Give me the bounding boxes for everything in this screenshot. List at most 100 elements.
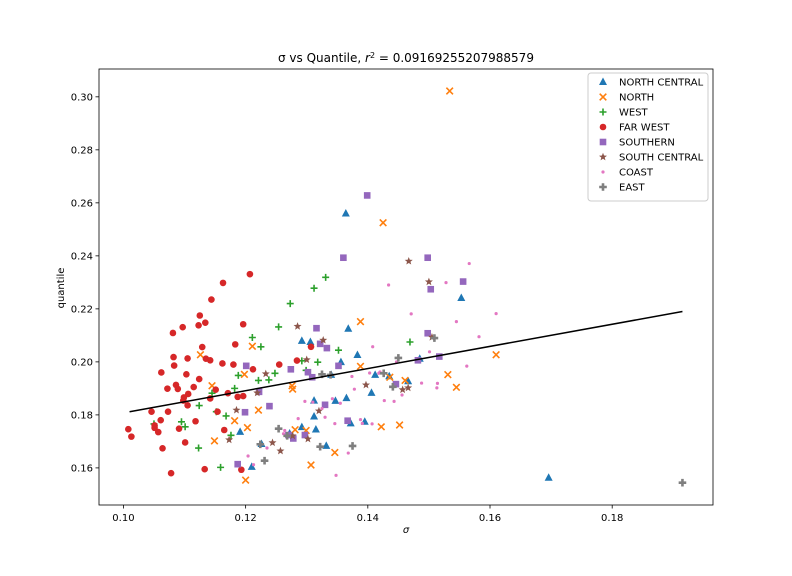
data-point xyxy=(319,335,328,344)
data-point xyxy=(394,354,403,362)
data-point xyxy=(196,312,204,319)
data-point xyxy=(222,412,230,420)
axes-frame xyxy=(98,68,714,506)
data-point xyxy=(201,465,208,473)
data-point xyxy=(230,416,239,425)
data-point xyxy=(288,431,297,440)
data-point xyxy=(424,254,431,262)
data-point xyxy=(430,334,439,342)
data-point xyxy=(356,317,365,326)
data-point xyxy=(454,319,459,324)
data-point xyxy=(231,384,239,392)
legend-entry: WEST xyxy=(619,108,649,119)
data-point xyxy=(404,383,413,392)
data-point xyxy=(297,336,306,344)
data-point xyxy=(219,360,226,367)
data-point xyxy=(311,400,315,404)
data-point xyxy=(249,365,257,373)
y-tick-label: 0.22 xyxy=(71,304,93,315)
data-point xyxy=(452,383,461,392)
legend-entry: NORTH xyxy=(619,93,654,104)
data-point xyxy=(370,422,374,426)
data-point xyxy=(275,323,283,331)
data-point xyxy=(401,376,409,385)
data-point xyxy=(247,462,256,470)
data-point xyxy=(371,370,380,378)
data-point xyxy=(334,346,342,354)
data-point xyxy=(419,381,424,385)
data-point xyxy=(257,343,265,351)
data-point xyxy=(287,365,295,373)
data-point xyxy=(170,362,178,369)
data-point xyxy=(303,399,307,403)
data-point xyxy=(195,321,202,329)
data-point xyxy=(352,387,356,391)
data-point xyxy=(304,368,312,376)
data-point xyxy=(291,425,299,434)
data-point xyxy=(302,355,311,364)
data-point xyxy=(310,284,318,292)
legend-marker xyxy=(601,170,605,174)
data-point xyxy=(234,393,241,401)
data-point xyxy=(208,296,215,303)
data-point xyxy=(404,256,413,265)
data-point xyxy=(225,435,234,444)
data-point xyxy=(212,386,219,394)
legend: NORTH CENTRAL NORTH WEST FAR WEST SOUTHERN SO… xyxy=(587,72,709,202)
data-point xyxy=(246,270,254,278)
data-point xyxy=(268,438,277,447)
data-point xyxy=(301,431,309,439)
data-point xyxy=(260,456,269,465)
data-point xyxy=(241,476,250,484)
legend-entry: FAR WEST xyxy=(619,123,670,134)
data-point xyxy=(246,454,250,458)
data-point xyxy=(350,374,354,379)
legend-entry: SOUTHERN xyxy=(619,138,675,149)
series-far-west xyxy=(125,270,315,477)
data-point xyxy=(307,461,315,469)
legend-marker xyxy=(599,152,607,161)
legend-marker xyxy=(599,77,607,85)
data-point xyxy=(242,362,250,370)
data-point xyxy=(230,361,237,368)
data-point xyxy=(261,369,270,378)
data-point xyxy=(210,436,219,445)
data-point xyxy=(356,362,365,371)
data-point xyxy=(234,371,242,379)
data-point xyxy=(363,192,371,199)
data-point xyxy=(494,312,498,316)
data-point xyxy=(314,358,322,366)
data-point xyxy=(457,293,466,301)
data-point xyxy=(307,343,315,351)
data-point xyxy=(467,261,471,266)
data-point xyxy=(406,338,414,346)
data-point xyxy=(459,278,467,285)
data-point xyxy=(443,370,452,379)
data-point xyxy=(341,208,350,217)
data-point xyxy=(386,283,391,287)
y-tick-label: 0.30 xyxy=(71,92,93,103)
data-point xyxy=(678,478,687,487)
data-point xyxy=(190,383,197,391)
data-point xyxy=(175,425,183,432)
x-tick-label: 0.12 xyxy=(234,513,256,524)
data-point xyxy=(346,451,350,455)
data-point xyxy=(196,350,205,359)
legend-entry: SOUTH CENTRAL xyxy=(619,153,704,164)
data-point xyxy=(236,427,245,435)
data-point xyxy=(227,431,235,439)
data-point xyxy=(293,357,301,364)
data-point xyxy=(220,426,228,434)
data-point xyxy=(344,324,353,332)
legend-entry: COAST xyxy=(619,168,654,179)
data-point xyxy=(330,448,339,457)
data-point xyxy=(125,425,132,433)
data-point xyxy=(409,312,413,316)
data-point xyxy=(232,405,241,414)
data-point xyxy=(239,392,247,400)
data-point xyxy=(243,423,252,432)
series-north xyxy=(196,87,500,484)
data-point xyxy=(283,432,291,440)
data-point xyxy=(392,399,396,403)
data-point xyxy=(151,422,158,429)
